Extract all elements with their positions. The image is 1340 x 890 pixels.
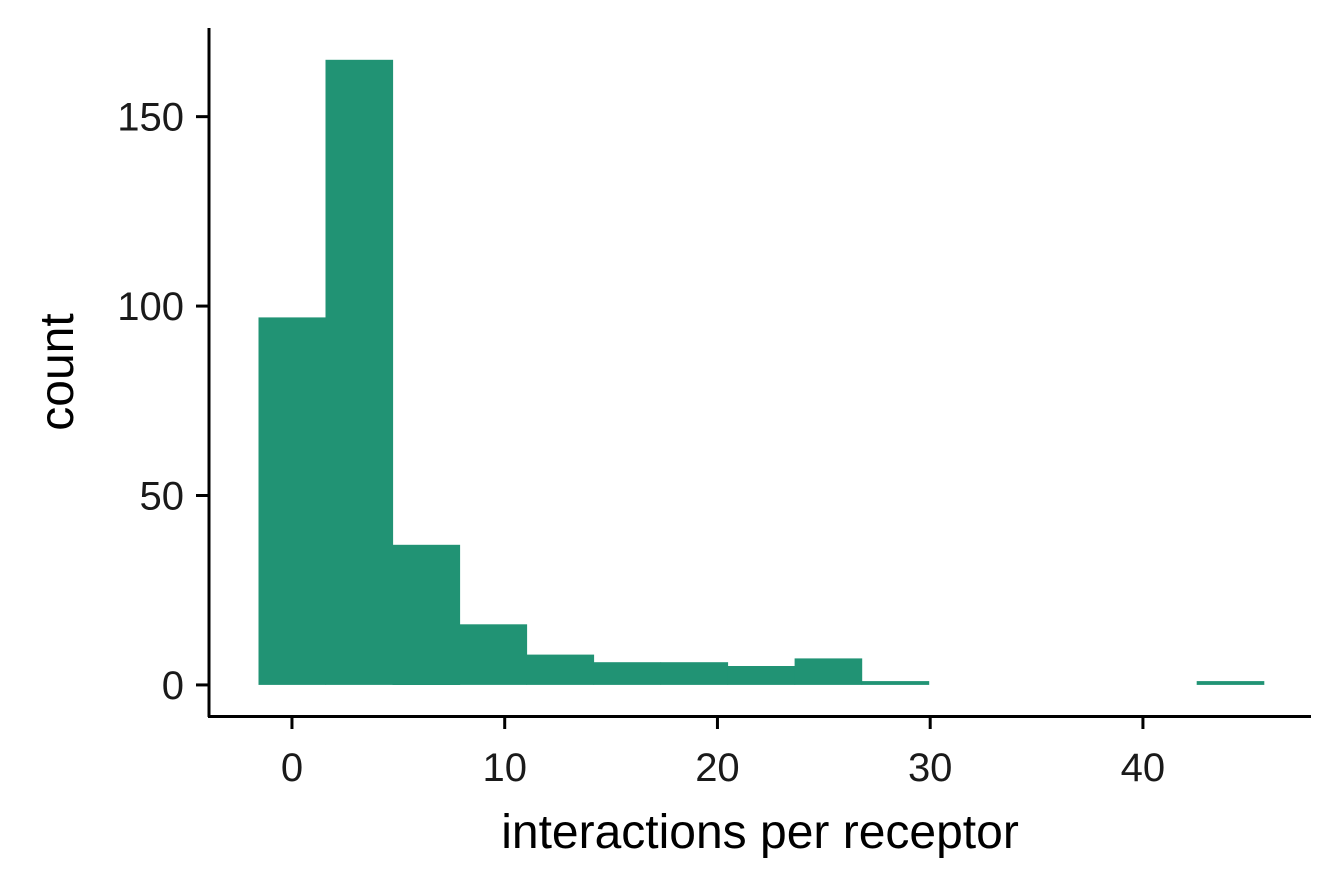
x-axis-title: interactions per receptor [501, 806, 1019, 859]
histogram-bar-3 [459, 624, 528, 685]
histogram-bar-8 [794, 658, 863, 685]
histogram-bar-2 [392, 544, 461, 685]
histogram-bar-14 [1196, 681, 1265, 685]
y-tick-label-0: 0 [162, 664, 184, 708]
histogram-bar-5 [593, 662, 662, 685]
y-tick-label-150: 150 [117, 96, 184, 140]
x-tick-label-0: 0 [281, 746, 303, 790]
histogram-bars [258, 59, 1265, 685]
histogram-bar-6 [660, 662, 729, 685]
histogram-bar-4 [526, 654, 595, 685]
y-tick-label-50: 50 [140, 475, 185, 519]
x-tick-label-20: 20 [695, 746, 740, 790]
histogram-bar-9 [861, 681, 930, 685]
y-axis-ticks: 0 50 100 150 [117, 96, 209, 708]
histogram-bar-1 [325, 59, 394, 685]
histogram-bar-7 [727, 666, 796, 685]
x-tick-label-10: 10 [482, 746, 527, 790]
x-axis-ticks: 0 10 20 30 40 [281, 716, 1165, 790]
y-axis-title: count [31, 313, 84, 430]
x-tick-label-30: 30 [908, 746, 953, 790]
histogram-bar-0 [258, 317, 327, 685]
x-tick-label-40: 40 [1121, 746, 1166, 790]
y-tick-label-100: 100 [117, 285, 184, 329]
